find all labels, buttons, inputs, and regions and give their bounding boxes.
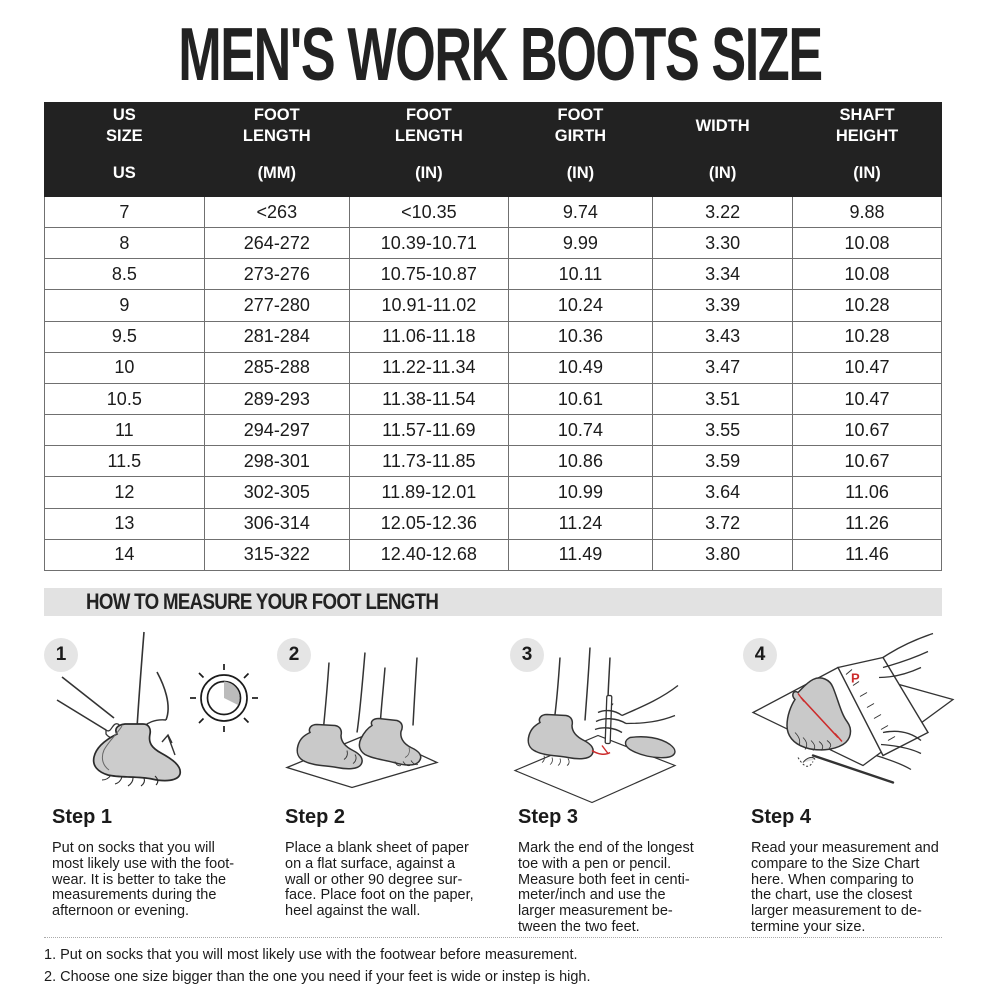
svg-text:P: P <box>851 671 860 686</box>
